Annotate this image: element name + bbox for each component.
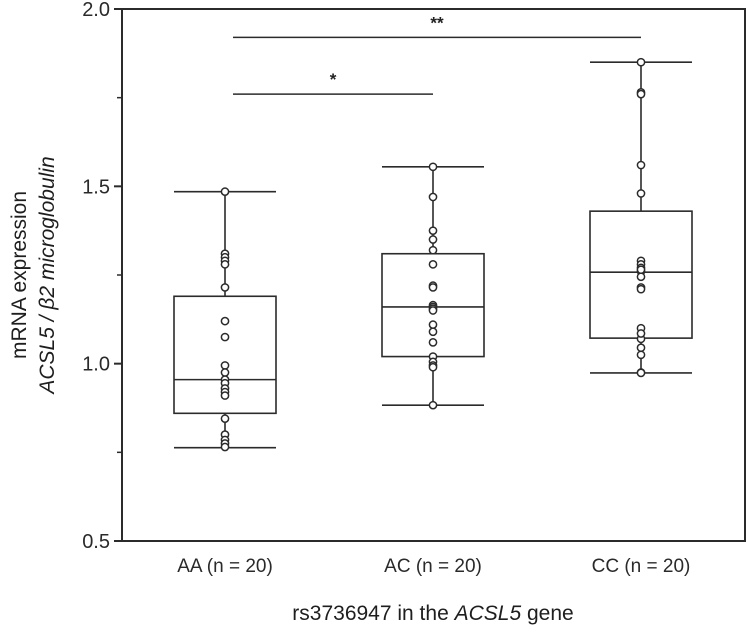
plot-frame	[121, 8, 746, 542]
data-point	[220, 316, 230, 326]
plot-border	[121, 8, 746, 542]
data-point	[636, 189, 646, 198]
iqr-box	[173, 295, 277, 415]
y-tick-label: 2.0	[82, 0, 110, 21]
data-point	[428, 192, 438, 202]
data-point	[220, 361, 230, 370]
y-tick-label: 1.0	[82, 354, 110, 376]
data-point	[636, 160, 646, 170]
box-cc	[589, 57, 693, 378]
data-point	[636, 350, 646, 360]
x-category-label: AC (n = 20)	[384, 556, 482, 577]
data-point	[220, 187, 230, 197]
data-point	[428, 245, 438, 255]
data-point	[428, 306, 438, 315]
y-axis-title-line1: mRNA expression	[8, 191, 31, 359]
data-point	[428, 362, 438, 372]
data-point	[428, 400, 438, 410]
gene-name: ACSL5	[453, 602, 522, 625]
data-point	[636, 343, 646, 353]
data-point	[220, 368, 230, 377]
data-point	[220, 391, 230, 400]
data-point	[636, 272, 646, 282]
x-category-label: AA (n = 20)	[177, 556, 273, 577]
data-point	[636, 368, 646, 378]
significance-marker: **	[430, 13, 444, 32]
box-aa	[173, 187, 277, 452]
box-ac	[381, 162, 485, 410]
data-point	[636, 57, 646, 67]
data-point	[636, 265, 646, 275]
data-point	[220, 260, 230, 269]
x-title-part: gene	[521, 602, 574, 625]
data-point	[636, 284, 646, 294]
box-series	[173, 57, 693, 452]
data-point	[636, 329, 646, 338]
data-point	[220, 442, 230, 452]
data-point	[220, 414, 230, 423]
data-point	[220, 283, 230, 292]
y-tick-label: 1.5	[82, 176, 110, 198]
y-tick-label: 0.5	[82, 531, 110, 553]
data-point	[428, 338, 438, 347]
x-category-label: CC (n = 20)	[592, 556, 691, 577]
significance-annotations: ***	[233, 13, 641, 95]
x-axis-title: rs3736947 in the ACSL5 gene	[292, 602, 573, 625]
y-axis-title-line2: ACSL5 / β2 microglobulin	[36, 156, 59, 395]
x-title-part: rs3736947 in the	[292, 602, 454, 625]
data-point	[428, 260, 438, 269]
data-point	[428, 327, 438, 337]
data-point	[428, 162, 438, 172]
data-point	[428, 226, 438, 236]
x-axis-category-labels: AA (n = 20) AC (n = 20) CC (n = 20)	[177, 556, 690, 577]
data-point	[636, 89, 646, 99]
data-point	[220, 332, 230, 342]
data-point	[428, 283, 438, 292]
significance-marker: *	[330, 70, 337, 89]
data-point	[428, 235, 438, 244]
data-point	[428, 320, 438, 330]
y-axis: 0.5 1.0 1.5 2.0	[82, 0, 122, 553]
